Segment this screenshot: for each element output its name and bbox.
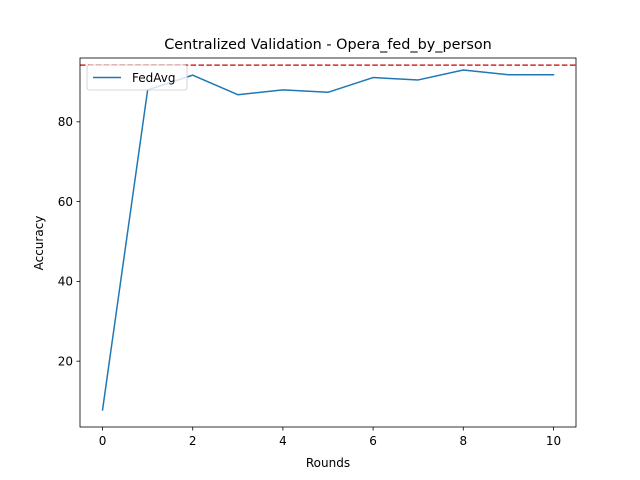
x-tick-label: 0 — [99, 434, 107, 448]
legend-label: FedAvg — [132, 71, 175, 85]
legend-box — [86, 64, 188, 91]
y-tick-label: 20 — [58, 354, 73, 368]
x-tick-label: 4 — [279, 434, 287, 448]
x-axis-label: Rounds — [306, 456, 350, 470]
y-axis-label: Accuracy — [32, 216, 46, 271]
axes-frame — [79, 57, 577, 428]
y-tick-label: 40 — [58, 275, 73, 289]
y-tick-label: 60 — [58, 195, 73, 209]
x-tick-label: 6 — [369, 434, 377, 448]
y-tick-label: 80 — [58, 115, 73, 129]
x-tick-label: 2 — [189, 434, 197, 448]
x-tick-label: 10 — [546, 434, 561, 448]
x-tick-label: 8 — [459, 434, 467, 448]
chart-title: Centralized Validation - Opera_fed_by_pe… — [164, 37, 492, 53]
plot-area: 0 2 4 6 8 10 20 40 60 80 FedAvg — [58, 57, 577, 448]
legend: FedAvg — [86, 64, 188, 91]
